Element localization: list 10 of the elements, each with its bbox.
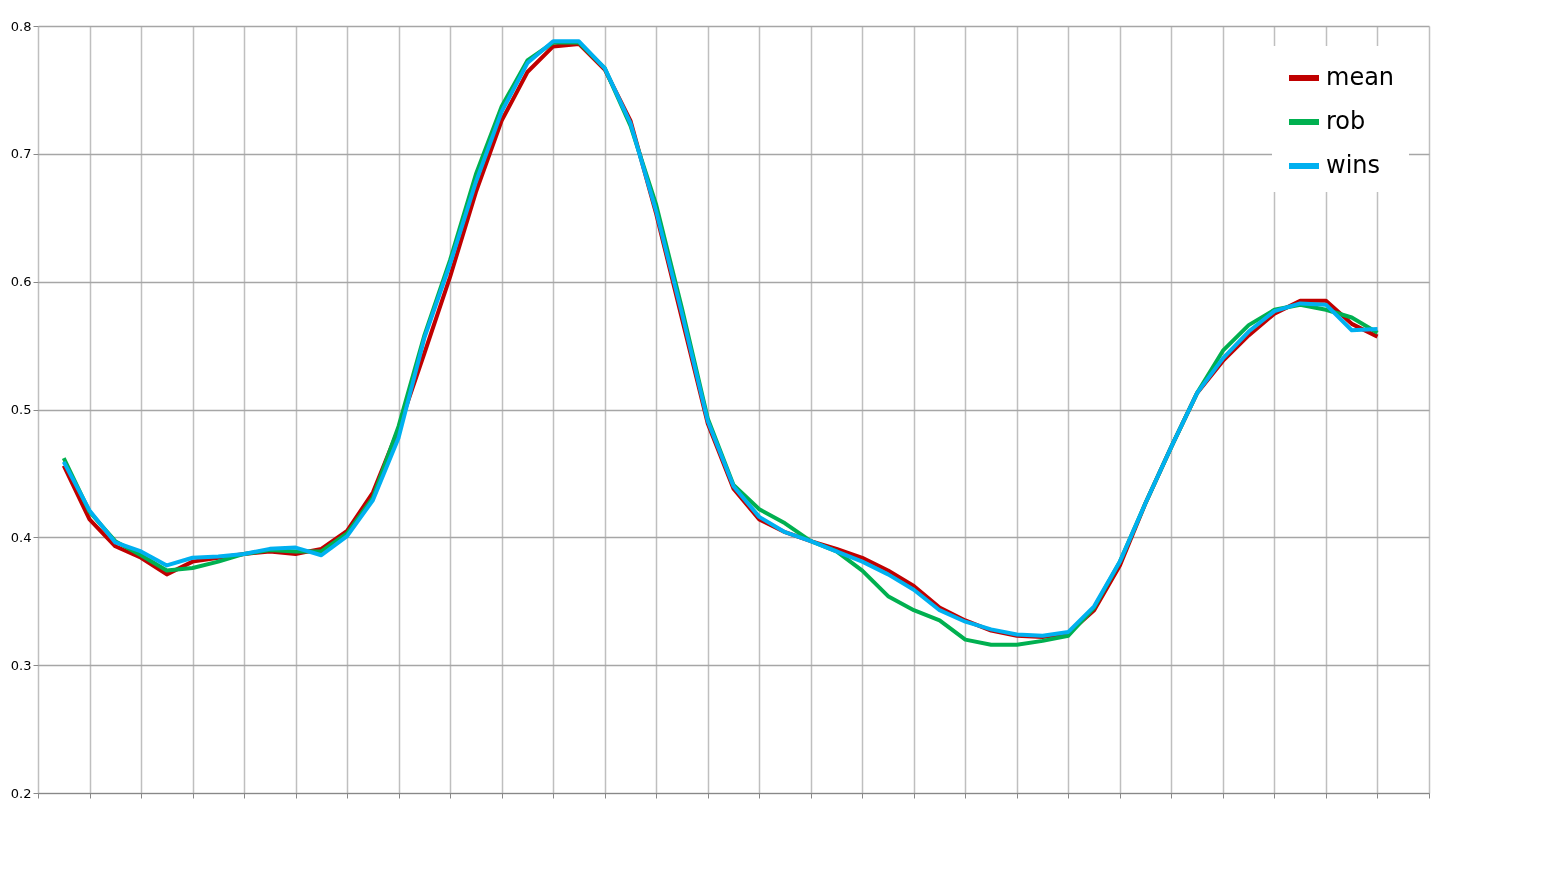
y-tick-label: 0.5 <box>10 402 32 417</box>
y-tick-label: 0.3 <box>10 657 32 673</box>
y-tick-label: 0.2 <box>10 785 32 801</box>
legend-label: rob <box>1326 107 1366 135</box>
y-tick-label: 0.6 <box>10 274 32 290</box>
y-tick-label: 0.4 <box>10 529 32 545</box>
legend-label: wins <box>1326 151 1381 179</box>
y-tick-label: 0.8 <box>10 18 32 34</box>
y-tick-label: 0.7 <box>10 146 32 162</box>
legend-label: mean <box>1326 63 1395 91</box>
